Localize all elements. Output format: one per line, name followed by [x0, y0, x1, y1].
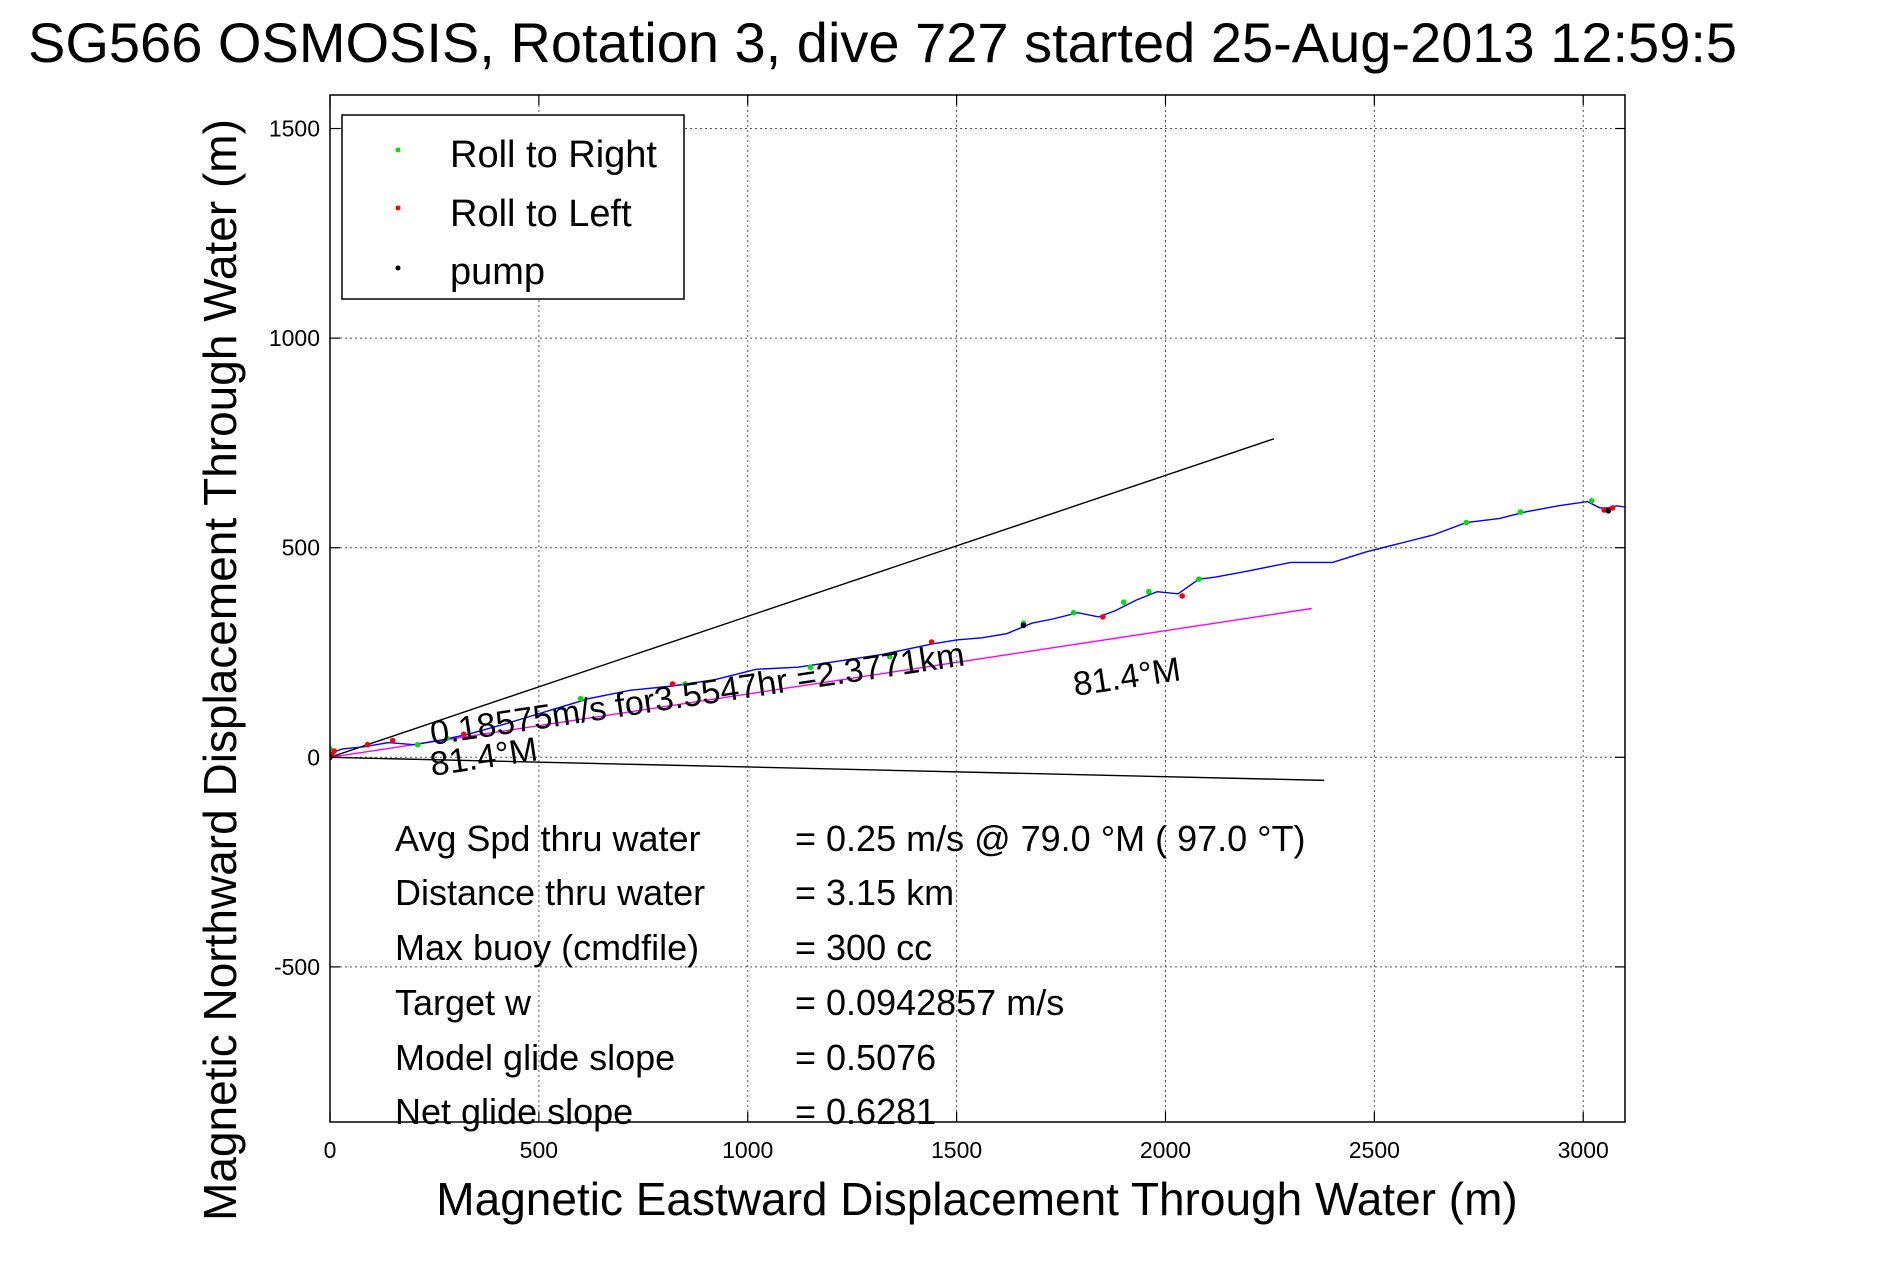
stat-value: = 300 cc — [795, 927, 932, 968]
roll-left-point — [928, 639, 935, 645]
roll-right-point — [1588, 497, 1595, 504]
track-line — [330, 500, 1625, 754]
plot-frame — [329, 94, 1626, 1123]
x-tick-label: 3000 — [1558, 1137, 1609, 1163]
y-axis-label: Magnetic Northward Displacement Through … — [194, 119, 246, 1221]
roll-left-point — [669, 681, 676, 687]
reference-line-1 — [330, 756, 1325, 782]
legend-label-roll-right: Roll to Right — [450, 134, 657, 176]
roll-left-point — [1179, 593, 1185, 599]
legend-swatch-pump — [395, 265, 401, 271]
reference-line-0 — [330, 438, 1275, 758]
stat-label: Max buoy (cmdfile) — [395, 927, 699, 968]
stat-value: = 3.15 km — [795, 872, 954, 913]
x-tick-label: 2500 — [1349, 1137, 1400, 1163]
roll-right-point — [807, 664, 814, 670]
stat-value: = 0.5076 — [795, 1037, 936, 1078]
roll-right-point — [414, 741, 421, 748]
roll-right-point — [444, 735, 450, 742]
legend-swatch-roll-left — [395, 205, 401, 211]
stat-label: Net glide slope — [395, 1091, 633, 1132]
roll-right-point — [1120, 599, 1127, 606]
roll-right-point — [1517, 509, 1524, 515]
roll-right-point — [1196, 576, 1202, 582]
y-tick-label: 1000 — [269, 325, 320, 351]
y-tick-label: 1500 — [269, 116, 320, 142]
legend-label-pump: pump — [450, 251, 545, 293]
legend: Roll to Right Roll to Left pump — [341, 114, 685, 300]
x-axis-label: Magnetic Eastward Displacement Through W… — [436, 1173, 1517, 1225]
y-tick-label: 0 — [307, 744, 320, 770]
reference-line-2 — [330, 607, 1312, 759]
stat-value: = 0.6281 — [795, 1091, 936, 1132]
roll-right-point — [682, 681, 688, 687]
legend-label-roll-left: Roll to Left — [450, 193, 632, 235]
y-tick-label: -500 — [274, 954, 320, 980]
pump-point — [1605, 508, 1612, 514]
roll-left-point — [1609, 505, 1616, 511]
x-tick-label: 1000 — [722, 1137, 773, 1163]
y-tick-label: 500 — [282, 535, 320, 561]
x-tick-label: 2000 — [1140, 1137, 1191, 1163]
axis-ticks: 0 500 1000 1500 2000 2500 3000 -500 0 500 1000 1500 — [269, 95, 1625, 1163]
reference-lines — [330, 438, 1325, 782]
roll-left-point — [1601, 507, 1607, 513]
stat-label: Model glide slope — [395, 1037, 675, 1078]
roll-right-point — [1463, 519, 1470, 526]
roll-left-point — [389, 737, 396, 744]
stat-label: Target w — [395, 982, 532, 1023]
roll-right-point — [577, 695, 584, 702]
roll-right-point — [1145, 588, 1152, 595]
legend-swatch-roll-right — [395, 147, 401, 153]
chart-title: SG566 OSMOSIS, Rotation 3, dive 727 star… — [28, 11, 1737, 74]
roll-markers — [330, 497, 1616, 761]
dive-track — [330, 500, 1625, 754]
roll-left-point — [331, 748, 337, 754]
stat-value: = 0.0942857 m/s — [795, 982, 1064, 1023]
pump-point — [1020, 622, 1027, 629]
x-tick-label: 500 — [520, 1137, 558, 1163]
dive-stats: Avg Spd thru water = 0.25 m/s @ 79.0 °M … — [395, 818, 1306, 1132]
roll-left-point — [364, 741, 371, 748]
roll-right-point — [1070, 609, 1077, 616]
roll-left-point — [1100, 614, 1106, 620]
stat-value: = 0.25 m/s @ 79.0 °M ( 97.0 °T) — [795, 818, 1306, 859]
stat-label: Distance thru water — [395, 872, 705, 913]
roll-right-point — [886, 653, 893, 660]
x-tick-label: 1500 — [931, 1137, 982, 1163]
stat-label: Avg Spd thru water — [395, 818, 701, 859]
x-tick-label: 0 — [324, 1137, 337, 1163]
roll-left-point — [460, 731, 467, 738]
